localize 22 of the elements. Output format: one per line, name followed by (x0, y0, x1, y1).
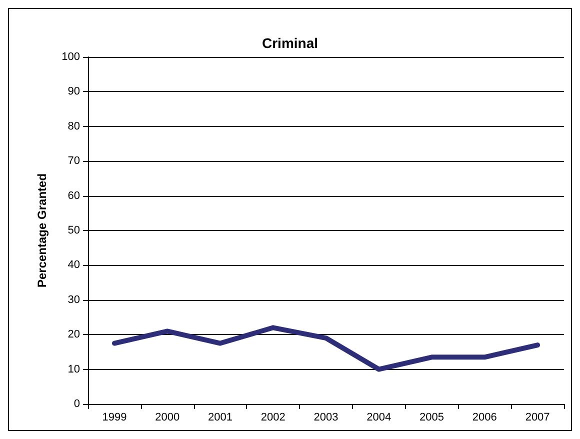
x-tick-label: 1999 (102, 412, 127, 424)
y-tick-label: 70 (68, 155, 80, 168)
x-tick-label: 2002 (260, 412, 286, 424)
y-tick-label: 50 (68, 224, 80, 236)
y-tick-label: 40 (68, 259, 80, 272)
y-tick-label: 20 (68, 328, 80, 341)
y-tick-label: 60 (68, 190, 80, 202)
y-tick-label: 100 (62, 51, 80, 63)
x-tick-label: 2003 (314, 412, 338, 424)
y-axis-title: Percentage Granted (35, 173, 49, 288)
y-tick-label: 10 (68, 363, 80, 376)
y-tick-label: 0 (74, 398, 80, 410)
x-tick-label: 2004 (366, 412, 392, 424)
y-tick-label: 80 (68, 120, 80, 132)
y-tick-label: 30 (68, 294, 80, 306)
x-tick-label: 2001 (208, 412, 232, 424)
x-tick-label: 2007 (525, 412, 550, 424)
chart-title: Criminal (262, 35, 318, 51)
x-tick-label: 2005 (420, 412, 444, 424)
x-tick-label: 2006 (472, 412, 497, 424)
y-tick-label: 90 (68, 86, 80, 98)
x-tick-label: 2000 (155, 412, 180, 424)
